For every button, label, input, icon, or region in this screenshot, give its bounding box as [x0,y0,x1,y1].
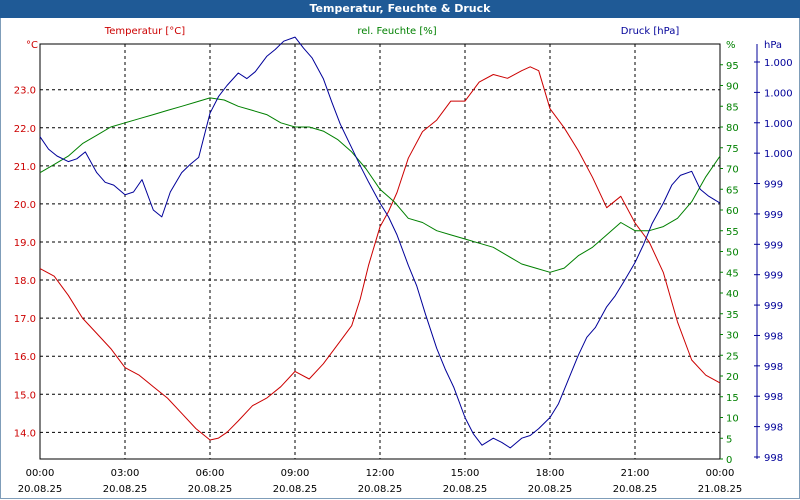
pressure-tick-label: 1.000 [764,119,793,130]
pressure-tick-label: 998 [764,423,783,434]
pressure-tick-label: 999 [764,271,783,282]
humidity-tick-label: 10 [726,414,739,425]
temperature-tick-labels: 14.0 15.0 16.0 17.0 18.0 19.0 20.0 21.0 22.0 23.0 [14,86,36,440]
x-tick-date: 20.08.25 [528,484,573,495]
humidity-tick-label: 80 [726,123,739,134]
x-tick-date: 21.08.25 [698,484,743,495]
x-tick-labels: 00:00 20.08.25 03:00 20.08.25 06:00 20.08.25 0… [18,468,743,495]
humidity-tick-label: 65 [726,185,739,196]
temperature-tick-label: 18.0 [14,276,36,287]
x-tick-date: 20.08.25 [443,484,488,495]
x-tick-date: 20.08.25 [103,484,148,495]
temperature-series-line [39,66,721,441]
x-tick-date: 20.08.25 [273,484,318,495]
humidity-tick-label: 15 [726,393,739,404]
temperature-tick-label: 19.0 [14,238,36,249]
pressure-axis-label: Druck [hPa] [621,26,680,37]
humidity-tick-label: 50 [726,248,739,259]
humidity-tick-label: 75 [726,144,739,155]
temperature-tick-label: 21.0 [14,162,36,173]
temperature-axis-label: Temperatur [°C] [104,26,185,37]
pressure-tick-label: 998 [764,362,783,373]
grid [39,44,721,459]
temperature-tick-label: 23.0 [14,86,36,97]
humidity-tick-label: 5 [726,434,732,445]
x-tick-time: 21:00 [621,468,650,479]
pressure-tick-label: 998 [764,331,783,342]
humidity-tick-label: 60 [726,206,739,217]
x-tick-time: 09:00 [281,468,310,479]
chart-title-bar: Temperatur, Feuchte & Druck [0,0,800,18]
pressure-series-line [39,36,721,449]
x-tick-date: 20.08.25 [358,484,403,495]
x-tick-time: 00:00 [26,468,55,479]
humidity-tick-label: 55 [726,227,739,238]
pressure-tick-label: 999 [764,240,783,251]
pressure-tick-label: 999 [764,301,783,312]
temperature-tick-label: 17.0 [14,314,36,325]
temperature-tick-label: 14.0 [14,428,36,439]
temperature-tick-label: 22.0 [14,124,36,135]
humidity-tick-label: 25 [726,351,739,362]
series-layer [39,36,721,449]
x-tick-time: 12:00 [366,468,395,479]
pressure-tick-label: 999 [764,180,783,191]
humidity-tick-label: 90 [726,82,739,93]
pressure-tick-label: 998 [764,392,783,403]
humidity-tick-label: 40 [726,289,739,300]
x-tick-date: 20.08.25 [18,484,63,495]
pressure-unit: hPa [764,40,782,51]
humidity-series-line [39,97,721,273]
temperature-unit: °C [26,40,38,51]
temperature-tick-label: 20.0 [14,200,36,211]
humidity-tick-label: 35 [726,310,739,321]
pressure-tick-label: 1.000 [764,88,793,99]
humidity-tick-label: 70 [726,165,739,176]
humidity-tick-label: 30 [726,331,739,342]
chart-canvas: Temperatur [°C] rel. Feuchte [%] Druck [… [14,26,793,495]
x-tick-time: 15:00 [451,468,480,479]
pressure-tick-label: 1.000 [764,149,793,160]
x-tick-time: 00:00 [706,468,735,479]
x-tick-date: 20.08.25 [188,484,233,495]
x-tick-time: 06:00 [196,468,225,479]
humidity-tick-label: 85 [726,102,739,113]
pressure-tick-labels: 998 998 998 998 998 999 999 999 999 999 1.000 1.000… [754,58,793,464]
humidity-tick-label: 95 [726,61,739,72]
x-tick-date: 20.08.25 [613,484,658,495]
pressure-tick-label: 998 [764,453,783,464]
humidity-tick-labels: 0 5 10 15 20 25 30 35 40 45 50 55 60 65 70 75 80 85 90 95 [720,61,739,466]
x-tick-time: 18:00 [536,468,565,479]
humidity-tick-label: 0 [726,455,732,466]
pressure-tick-label: 999 [764,210,783,221]
humidity-tick-label: 45 [726,268,739,279]
temperature-tick-label: 16.0 [14,352,36,363]
humidity-tick-label: 20 [726,372,739,383]
x-tick-time: 03:00 [111,468,140,479]
temperature-tick-label: 15.0 [14,390,36,401]
humidity-unit: % [726,40,736,51]
chart-title: Temperatur, Feuchte & Druck [309,2,491,15]
pressure-tick-label: 1.000 [764,58,793,69]
humidity-axis-label: rel. Feuchte [%] [357,26,436,37]
